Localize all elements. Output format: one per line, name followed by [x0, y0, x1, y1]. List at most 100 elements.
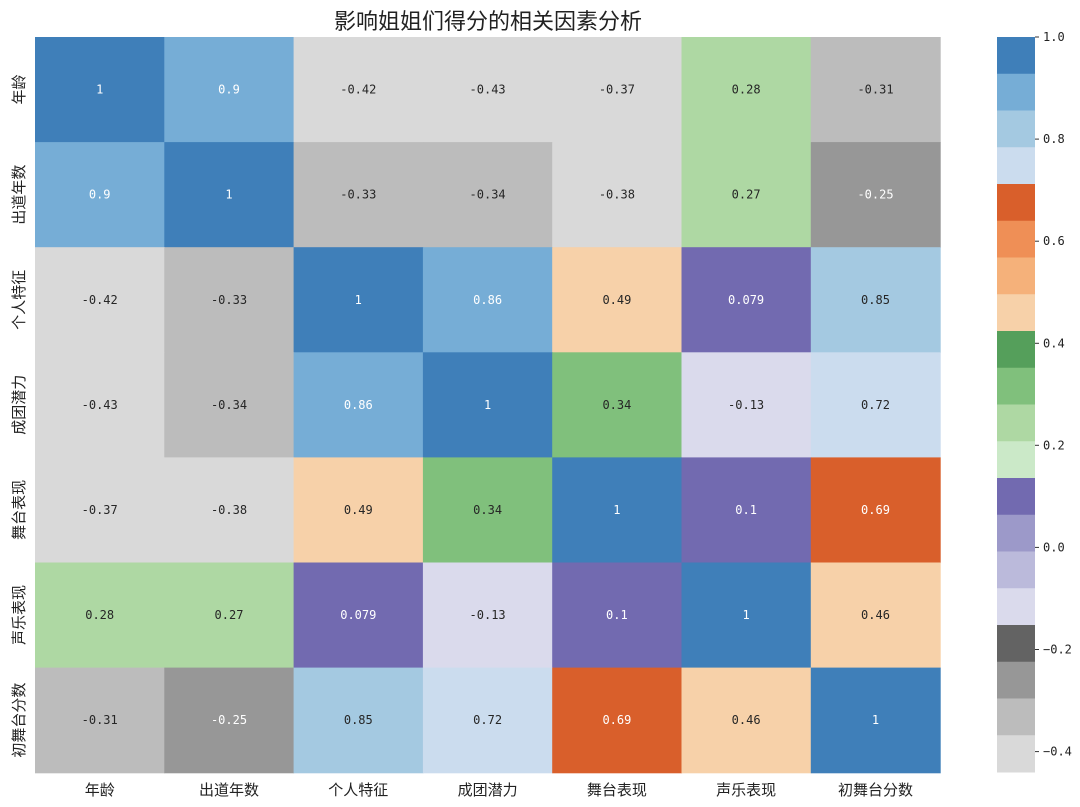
colorbar-segment-9 — [997, 331, 1035, 369]
cell-value-label-r3-c3: 1 — [484, 398, 491, 412]
heatmap-cell-r2-c5 — [681, 247, 812, 353]
x-tick-label-2: 出道年数 — [199, 781, 259, 799]
colorbar-segment-5 — [997, 184, 1035, 222]
heatmap-cells: 1 0.9 -0.42 -0.43 -0.37 0.28 -0.31 0.9 1 -0.33 -0.… — [35, 37, 941, 774]
heatmap-cell-r4-c3 — [422, 457, 553, 564]
heatmap-cell-r6-c1 — [164, 667, 295, 774]
heatmap-cell-r3-c2 — [293, 352, 424, 458]
colorbar-segment-17 — [997, 625, 1035, 663]
heatmap-cell-r6-c0 — [35, 667, 165, 774]
chart-title: 影响姐姐们得分的相关因素分析 — [334, 10, 642, 35]
cell-value-label-r2-c5: 0.079 — [728, 293, 764, 307]
heatmap-cell-r0-c3 — [422, 37, 553, 143]
cell-value-label-r6-c4: 0.69 — [602, 713, 631, 727]
colorbar-segment-16 — [997, 588, 1035, 626]
colorbar-segment-3 — [997, 110, 1035, 148]
heatmap-cell-r4-c5 — [681, 457, 812, 564]
heatmap-cell-r1-c5 — [681, 142, 812, 248]
colorbar-segment-6 — [997, 220, 1035, 258]
y-tick-label-4: 成团潜力 — [10, 375, 28, 435]
cell-value-label-r5-c3: -0.13 — [470, 608, 506, 622]
colorbar-segment-8 — [997, 294, 1035, 332]
heatmap-cell-r3-c1 — [164, 352, 295, 458]
heatmap-cell-r3-c0 — [35, 352, 165, 458]
colorbar-segment-15 — [997, 551, 1035, 589]
x-tick-label-3: 个人特征 — [328, 781, 388, 799]
cell-value-label-r5-c6: 0.46 — [861, 608, 890, 622]
heatmap-cell-r4-c4 — [552, 457, 683, 564]
heatmap-cell-r0-c1 — [164, 37, 295, 143]
x-tick-label-4: 成团潜力 — [458, 781, 518, 799]
heatmap-cell-r3-c4 — [552, 352, 683, 458]
cell-value-label-r3-c1: -0.34 — [211, 398, 247, 412]
heatmap-cell-r1-c1 — [164, 142, 295, 248]
colorbar-segment-10 — [997, 367, 1035, 405]
cell-value-label-r3-c0: -0.43 — [82, 398, 118, 412]
colorbar-segment-1 — [997, 37, 1035, 75]
cell-value-label-r2-c2: 1 — [355, 293, 362, 307]
colorbar-tick-label-8: −0.4 — [1043, 745, 1072, 759]
y-tick-label-6: 声乐表现 — [10, 585, 28, 645]
y-tick-label-3: 个人特征 — [10, 270, 28, 330]
cell-value-label-r1-c1: 1 — [225, 188, 232, 202]
colorbar: 1.0 0.8 0.6 0.4 0.2 0.0 −0.2 −0.4 — [997, 30, 1072, 773]
cell-value-label-r1-c5: 0.27 — [732, 188, 761, 202]
cell-value-label-r5-c2: 0.079 — [340, 608, 376, 622]
heatmap-cell-r1-c6 — [810, 142, 941, 248]
heatmap-cell-r0-c5 — [681, 37, 812, 143]
cell-value-label-r4-c2: 0.49 — [344, 503, 373, 517]
colorbar-segment-11 — [997, 404, 1035, 442]
colorbar-segment-14 — [997, 514, 1035, 552]
cell-value-label-r6-c3: 0.72 — [473, 713, 502, 727]
cell-value-label-r1-c4: -0.38 — [599, 188, 635, 202]
heatmap-cell-r6-c2 — [293, 667, 424, 774]
cell-value-label-r4-c0: -0.37 — [82, 503, 118, 517]
cell-value-label-r0-c2: -0.42 — [340, 83, 376, 97]
cell-value-label-r0-c1: 0.9 — [218, 83, 240, 97]
cell-value-label-r6-c1: -0.25 — [211, 713, 247, 727]
cell-value-label-r2-c6: 0.85 — [861, 293, 890, 307]
cell-value-label-r1-c0: 0.9 — [89, 188, 111, 202]
colorbar-segment-12 — [997, 441, 1035, 479]
cell-value-label-r0-c3: -0.43 — [470, 83, 506, 97]
colorbar-segment-2 — [997, 73, 1035, 111]
cell-value-label-r5-c0: 0.28 — [85, 608, 114, 622]
heatmap-cell-r3-c6 — [810, 352, 941, 458]
colorbar-tick-label-5: 0.2 — [1043, 438, 1065, 452]
heatmap-cell-r1-c4 — [552, 142, 683, 248]
colorbar-segment-20 — [997, 735, 1035, 773]
heatmap-cell-r2-c3 — [422, 247, 553, 353]
heatmap-cell-r5-c0 — [35, 562, 165, 669]
cell-value-label-r3-c4: 0.34 — [602, 398, 631, 412]
heatmap-cell-r5-c3 — [422, 562, 553, 669]
heatmap-cell-r1-c0 — [35, 142, 165, 248]
cell-value-label-r3-c6: 0.72 — [861, 398, 890, 412]
heatmap-cell-r5-c1 — [164, 562, 295, 669]
colorbar-tick-label-4: 0.4 — [1043, 336, 1065, 350]
heatmap-cell-r0-c2 — [293, 37, 424, 143]
cell-value-label-r3-c5: -0.13 — [728, 398, 764, 412]
cell-value-label-r4-c1: -0.38 — [211, 503, 247, 517]
cell-value-label-r6-c0: -0.31 — [82, 713, 118, 727]
x-tick-label-6: 声乐表现 — [716, 781, 776, 799]
cell-value-label-r2-c3: 0.86 — [473, 293, 502, 307]
colorbar-tick-label-3: 0.6 — [1043, 234, 1065, 248]
cell-value-label-r2-c4: 0.49 — [602, 293, 631, 307]
cell-value-label-r5-c1: 0.27 — [215, 608, 244, 622]
cell-value-label-r0-c4: -0.37 — [599, 83, 635, 97]
colorbar-tick-label-1: 1.0 — [1043, 30, 1065, 44]
cell-value-label-r4-c6: 0.69 — [861, 503, 890, 517]
y-tick-label-1: 年龄 — [10, 74, 28, 104]
colorbar-segment-4 — [997, 147, 1035, 185]
heatmap-cell-r2-c4 — [552, 247, 683, 353]
heatmap-cell-r2-c6 — [810, 247, 941, 353]
cell-value-label-r0-c0: 1 — [96, 83, 103, 97]
heatmap-cell-r6-c5 — [681, 667, 812, 774]
heatmap-cell-r2-c1 — [164, 247, 295, 353]
cell-value-label-r4-c4: 1 — [613, 503, 620, 517]
heatmap-cell-r6-c3 — [422, 667, 553, 774]
heatmap-cell-r1-c3 — [422, 142, 553, 248]
heatmap-cell-r5-c6 — [810, 562, 941, 669]
